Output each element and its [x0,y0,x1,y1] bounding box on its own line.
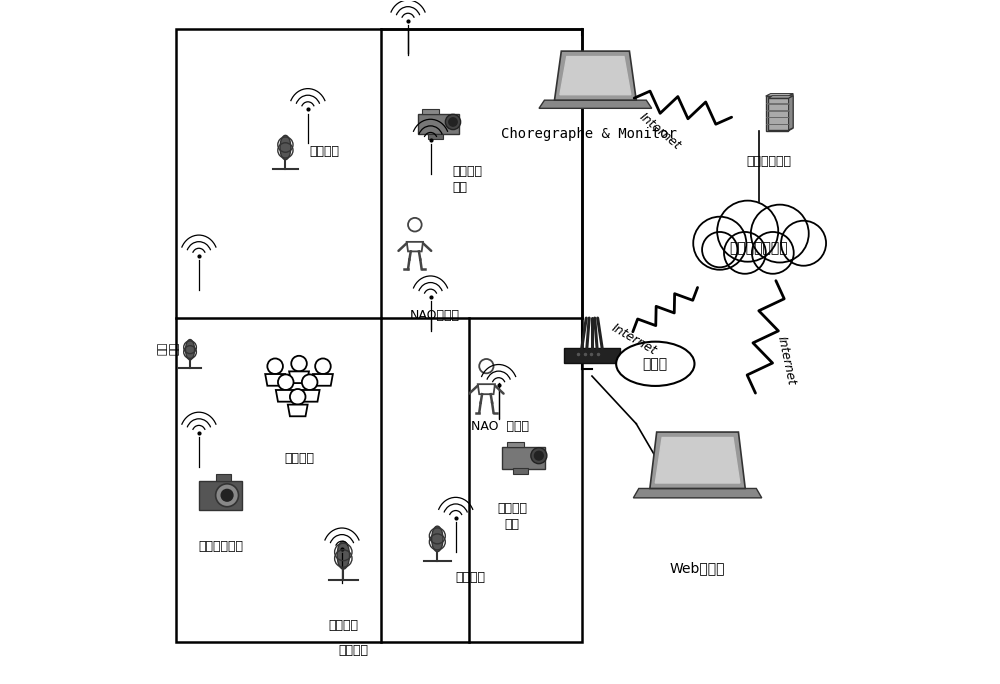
Circle shape [278,374,294,390]
Ellipse shape [280,135,291,159]
Text: 高清录像设备: 高清录像设备 [198,540,243,553]
Circle shape [781,221,826,265]
Circle shape [449,118,457,126]
Text: 录音设备: 录音设备 [328,618,358,631]
Polygon shape [788,94,793,131]
Text: NAO机器人: NAO机器人 [410,309,460,322]
Ellipse shape [186,339,195,360]
Polygon shape [276,390,296,402]
Text: 研究对象: 研究对象 [284,452,314,465]
Polygon shape [554,51,636,100]
Polygon shape [768,96,793,98]
Circle shape [752,232,794,274]
Text: 录音设备: 录音设备 [339,644,369,657]
Circle shape [693,217,746,269]
Circle shape [479,359,494,373]
Text: NAO  机器人: NAO 机器人 [471,421,529,434]
Text: Web客户端: Web客户端 [670,562,725,575]
Text: Choregraphe & Monitor: Choregraphe & Monitor [501,127,676,142]
Text: 云平台数据中心: 云平台数据中心 [730,241,788,255]
Polygon shape [289,371,309,383]
Text: Internet: Internet [609,321,659,358]
Circle shape [751,205,809,263]
Circle shape [724,232,766,274]
Bar [176,29,582,642]
Text: Internet: Internet [775,335,798,386]
Polygon shape [265,374,285,386]
Bar [502,447,545,469]
Polygon shape [478,384,495,394]
Bar [216,474,231,481]
Circle shape [445,114,461,129]
Polygon shape [650,432,745,488]
Polygon shape [539,100,652,108]
Circle shape [302,374,317,390]
Polygon shape [288,405,308,417]
Polygon shape [766,94,793,96]
Bar [422,109,439,114]
Polygon shape [560,57,631,94]
Circle shape [267,358,283,374]
Polygon shape [300,390,320,402]
Text: Internet: Internet [636,110,683,153]
Polygon shape [789,96,793,130]
Circle shape [534,451,543,460]
Bar [199,481,242,510]
Circle shape [290,389,306,405]
Text: 录音
设备: 录音 设备 [157,342,179,356]
Text: 录音设备: 录音设备 [455,571,485,584]
Text: 高清录像
设备: 高清录像 设备 [497,502,527,531]
Bar [507,442,524,447]
Ellipse shape [337,541,350,569]
Ellipse shape [432,526,443,551]
Bar [513,468,528,474]
Circle shape [408,218,422,231]
Circle shape [717,200,778,262]
Text: 高清录像
设备: 高清录像 设备 [452,165,482,194]
Circle shape [291,356,307,371]
Text: 云平台服务器: 云平台服务器 [747,155,792,168]
Polygon shape [407,242,423,252]
Circle shape [216,484,239,507]
Text: 录音设备: 录音设备 [309,145,339,158]
Bar [418,114,459,134]
Circle shape [702,232,737,267]
Circle shape [221,489,233,501]
Polygon shape [313,374,333,386]
Polygon shape [655,438,740,483]
Polygon shape [768,98,789,130]
Ellipse shape [616,342,694,386]
Polygon shape [633,488,762,498]
Circle shape [315,358,331,374]
Bar [564,348,620,363]
Circle shape [531,447,547,464]
Polygon shape [766,96,788,131]
Bar [428,133,443,140]
Text: 路由器: 路由器 [643,357,668,371]
